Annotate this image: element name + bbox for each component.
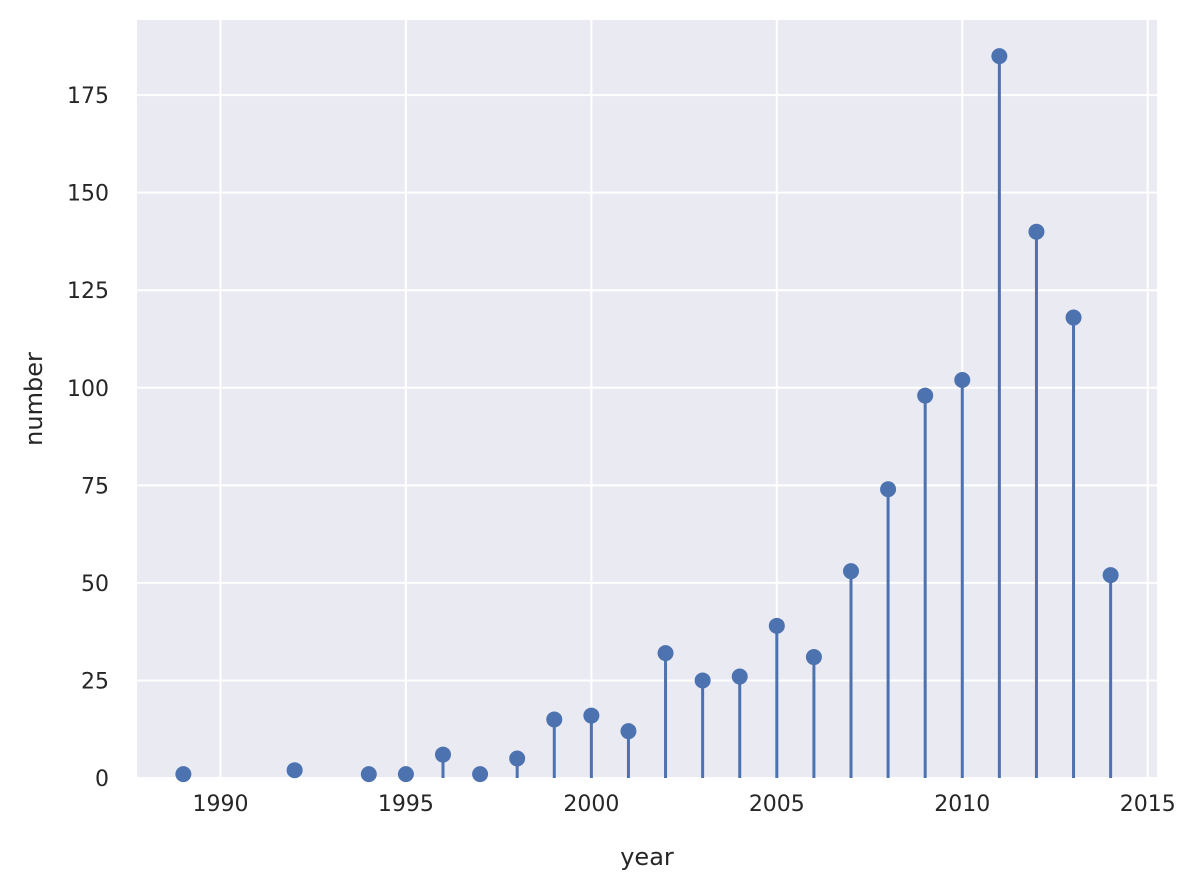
stem-marker: [175, 766, 192, 783]
y-tick-labels: 0 25 50 75 100 125 150 175: [67, 84, 109, 792]
stem-marker: [546, 711, 563, 728]
y-tick-label: 0: [95, 767, 109, 792]
stem-markers: [175, 48, 1119, 783]
x-tick-label: 2015: [1120, 792, 1176, 817]
stem-marker: [917, 387, 934, 404]
y-tick-label: 175: [67, 84, 109, 109]
stem-marker: [1102, 567, 1119, 584]
stem-lines: [181, 56, 1113, 778]
stem-marker: [472, 766, 489, 783]
stem-marker: [509, 750, 526, 767]
y-tick-label: 50: [81, 572, 109, 597]
stem-marker: [435, 746, 451, 763]
stem-marker: [657, 645, 674, 662]
x-tick-label: 2000: [563, 792, 619, 817]
x-tick-label: 1995: [378, 792, 434, 817]
plot-area: [137, 20, 1157, 778]
stem-marker: [768, 617, 785, 634]
stem-marker: [397, 766, 414, 783]
stem-marker: [1028, 223, 1045, 240]
y-gridlines: [137, 94, 1157, 779]
stem-marker: [880, 481, 897, 498]
stem-marker: [360, 766, 377, 783]
x-axis-label: year: [620, 843, 674, 871]
stem-marker: [991, 48, 1008, 65]
stem-marker: [954, 371, 971, 388]
stem-marker: [620, 723, 637, 740]
stem-marker: [286, 762, 303, 779]
stem-marker: [1065, 309, 1082, 326]
x-tick-label: 2010: [934, 792, 990, 817]
y-tick-label: 100: [67, 377, 109, 402]
y-axis-label: number: [20, 352, 48, 446]
y-tick-label: 125: [67, 279, 109, 304]
x-tick-label: 2005: [749, 792, 805, 817]
stem-marker: [583, 707, 600, 724]
x-tick-label: 1990: [192, 792, 248, 817]
stem-marker: [694, 672, 711, 689]
y-tick-label: 75: [81, 474, 109, 499]
y-tick-label: 150: [67, 182, 109, 207]
stem-marker: [843, 563, 859, 580]
stem-marker: [731, 668, 748, 685]
x-tick-labels: 1990 1995 2000 2005 2010 2015: [192, 792, 1175, 817]
stem-marker: [805, 649, 822, 666]
y-tick-label: 25: [81, 669, 109, 694]
